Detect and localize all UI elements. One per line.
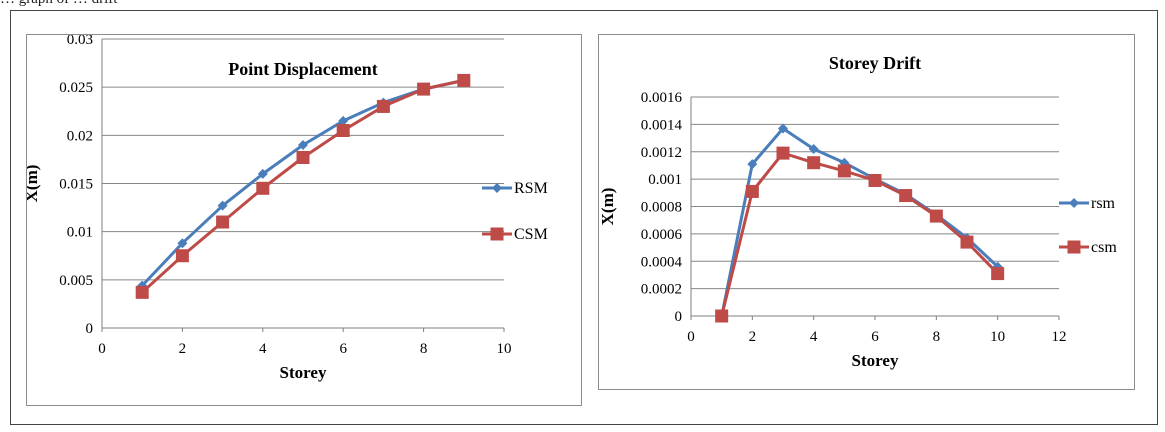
figure-caption: … graph of … drift	[0, 0, 117, 8]
x-tick-label: 8	[420, 341, 428, 357]
y-tick-label: 0.03	[67, 35, 93, 48]
y-tick-label: 0	[86, 321, 94, 337]
data-point-csm	[135, 285, 149, 299]
storey-drift-plot: Storey Drift 0 0.0002 0.0004 0.0006 0.0008 0.0…	[599, 53, 1117, 370]
x-tick-label: 4	[259, 341, 267, 357]
storey-drift-chart: Storey Drift 0 0.0002 0.0004 0.0006 0.0008 0.0…	[598, 34, 1135, 390]
y-tick-label: 0.025	[59, 80, 93, 96]
data-point-csm	[960, 235, 974, 249]
x-tick-label: 6	[339, 341, 347, 357]
y-tick-label: 0.015	[59, 177, 93, 193]
data-point-rsm	[137, 280, 148, 291]
y-tick-label: 0.0014	[641, 117, 683, 133]
x-tick-label: 6	[871, 329, 879, 345]
data-point-rsm	[217, 200, 228, 211]
y-tick-label: 0.0016	[641, 90, 683, 106]
x-tick-label: 0	[687, 329, 695, 345]
legend-label-rsm: RSM	[514, 180, 548, 197]
y-tick-label: 0.02	[67, 128, 93, 144]
data-point-csm	[175, 249, 189, 263]
legend-label-csm: csm	[1091, 239, 1117, 256]
y-tick-label: 0.0012	[641, 145, 682, 161]
legend-marker-csm	[490, 227, 504, 241]
y-tick-label: 0.0008	[641, 200, 682, 216]
x-tick-label: 0	[98, 341, 106, 357]
legend-marker-csm	[1067, 240, 1081, 254]
legend-label-csm: CSM	[514, 226, 548, 243]
y-tick-label: 0.0006	[641, 227, 683, 243]
x-tick-label: 2	[179, 341, 187, 357]
data-point-rsm	[338, 115, 349, 126]
y-axis-title: X(m)	[599, 188, 617, 226]
data-point-rsm	[298, 139, 308, 150]
data-point-csm	[868, 173, 882, 187]
data-point-csm	[715, 309, 729, 323]
y-tick-label: 0.005	[59, 273, 93, 289]
chart-title: Point Displacement	[228, 59, 377, 79]
y-tick-label: 0.0002	[641, 282, 682, 298]
data-point-rsm	[747, 159, 758, 170]
data-point-rsm	[257, 168, 268, 179]
x-tick-label: 10	[497, 341, 512, 357]
data-point-csm	[296, 150, 310, 164]
x-tick-label: 2	[749, 329, 757, 345]
x-tick-label: 12	[1052, 329, 1067, 345]
y-tick-label: 0.0004	[641, 254, 683, 270]
series-line-csm	[720, 151, 999, 317]
x-axis-title: Storey	[852, 351, 899, 370]
data-point-csm	[457, 73, 471, 87]
chart-title: Storey Drift	[829, 53, 921, 73]
x-tick-label: 10	[990, 329, 1005, 345]
x-tick-label: 4	[810, 329, 818, 345]
y-tick-label: 0.001	[648, 172, 682, 188]
data-point-csm	[899, 189, 913, 203]
y-axis-title: X(m)	[27, 165, 41, 203]
data-point-csm	[837, 164, 851, 178]
data-point-csm	[216, 215, 230, 229]
figure-frame	[10, 10, 1158, 425]
data-point-csm	[991, 267, 1005, 281]
data-point-csm	[745, 184, 759, 198]
y-tick-label: 0	[675, 309, 683, 325]
data-point-rsm	[778, 123, 788, 134]
data-point-csm	[336, 124, 350, 138]
data-point-rsm	[808, 144, 819, 155]
x-axis-title: Storey	[280, 363, 327, 382]
point-displacement-chart: Point Displacement 0 0.005 0.01 0.015 0.02 0.0…	[26, 34, 582, 406]
point-displacement-plot: Point Displacement 0 0.005 0.01 0.015 0.02 0.0…	[27, 35, 548, 382]
data-point-rsm	[177, 238, 188, 249]
y-tick-label: 0.01	[67, 225, 93, 241]
x-tick-label: 8	[933, 329, 941, 345]
legend-marker-rsm	[492, 183, 502, 193]
data-point-csm	[256, 181, 270, 195]
data-point-csm	[376, 99, 390, 113]
data-point-csm	[417, 82, 431, 96]
data-point-csm	[776, 146, 790, 160]
legend-label-rsm: rsm	[1091, 195, 1116, 212]
legend-marker-rsm	[1069, 198, 1079, 208]
series-line-csm	[141, 78, 465, 294]
data-point-csm	[929, 209, 943, 223]
data-point-csm	[807, 156, 821, 170]
series-line-rsm	[720, 127, 999, 317]
